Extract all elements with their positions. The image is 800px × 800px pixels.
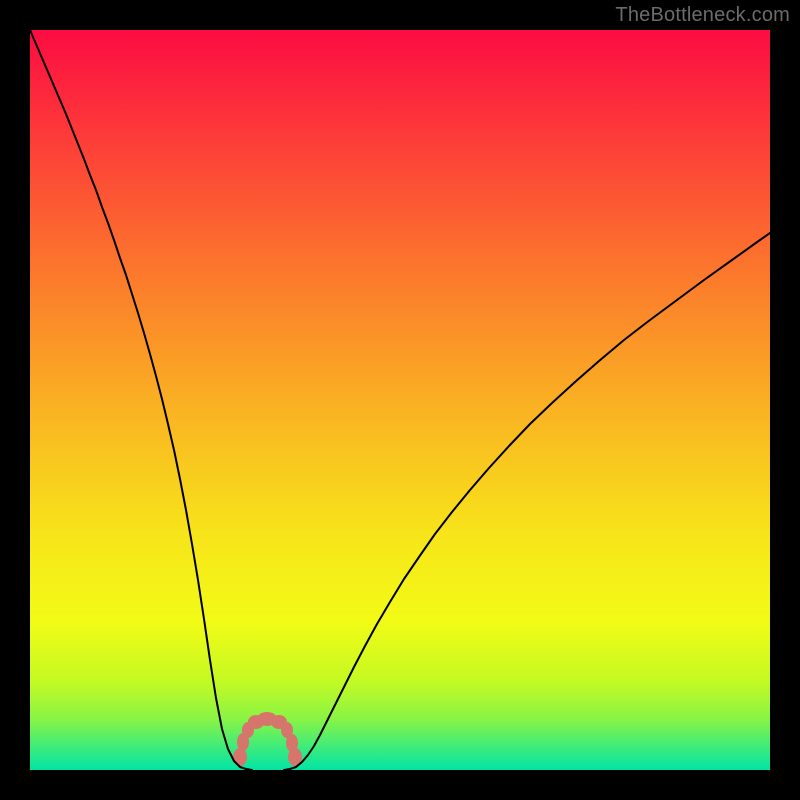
watermark-text: TheBottleneck.com (615, 4, 790, 27)
plot-svg (30, 30, 770, 770)
chart-container: TheBottleneck.com (0, 0, 800, 800)
plot-area (30, 30, 770, 770)
background-rect (30, 30, 770, 770)
